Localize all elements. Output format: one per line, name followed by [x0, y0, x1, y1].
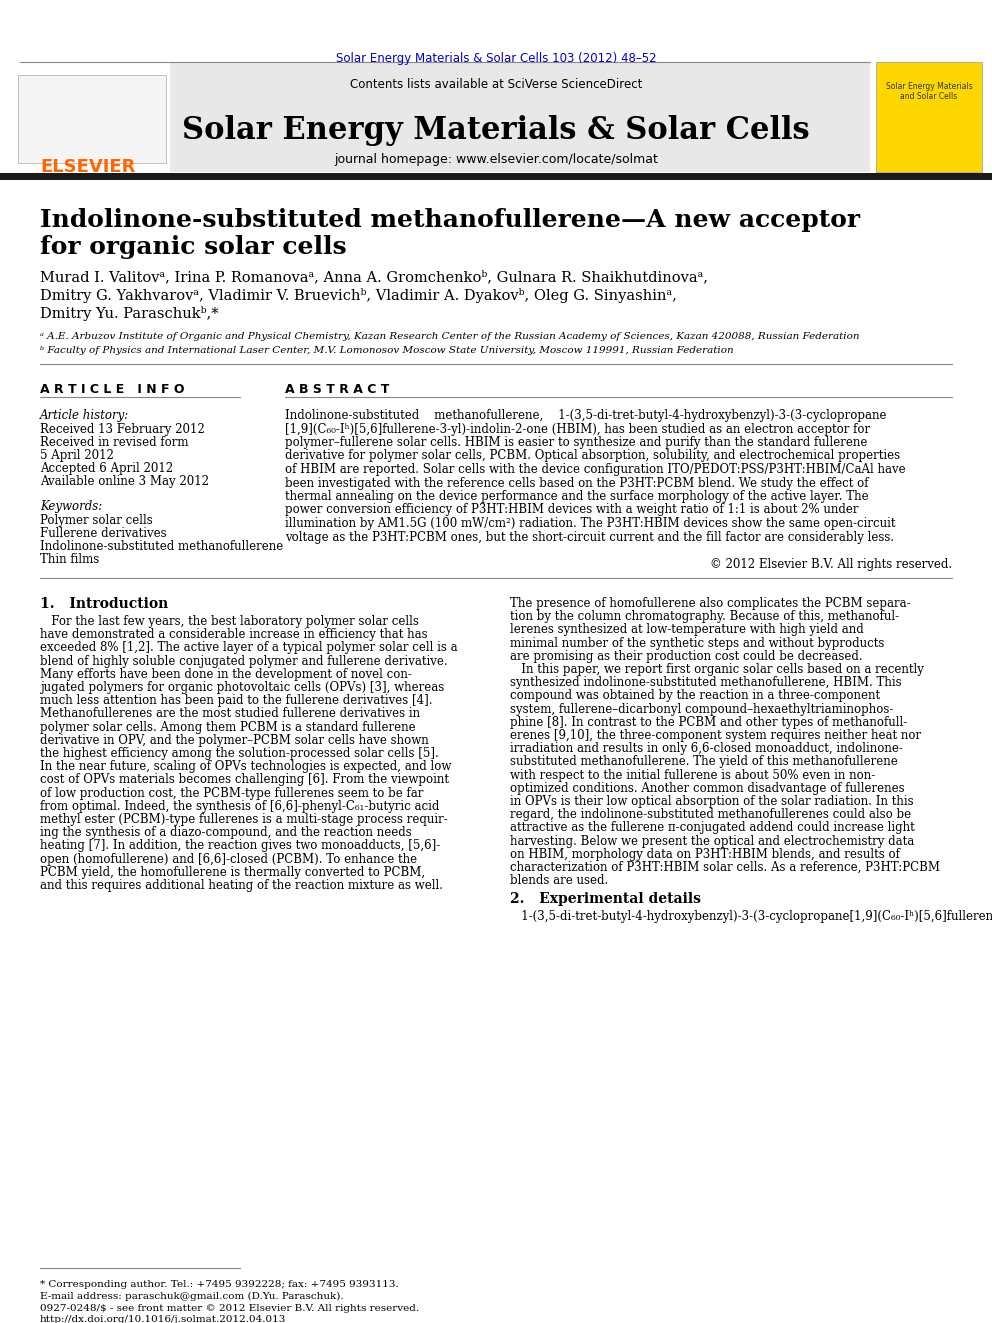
Text: A B S T R A C T: A B S T R A C T [285, 382, 390, 396]
Text: synthesized indolinone-substituted methanofullerene, HBIM. This: synthesized indolinone-substituted metha… [510, 676, 902, 689]
Text: voltage as the P3HT:PCBM ones, but the short-circuit current and the fill factor: voltage as the P3HT:PCBM ones, but the s… [285, 531, 894, 544]
Text: system, fullerene–dicarbonyl compound–hexaethyltriaminophos-: system, fullerene–dicarbonyl compound–he… [510, 703, 894, 716]
Text: Thin films: Thin films [40, 553, 99, 566]
Text: 1.   Introduction: 1. Introduction [40, 597, 169, 611]
Text: the highest efficiency among the solution-processed solar cells [5].: the highest efficiency among the solutio… [40, 747, 438, 759]
Text: derivative in OPV, and the polymer–PCBM solar cells have shown: derivative in OPV, and the polymer–PCBM … [40, 734, 429, 746]
Text: © 2012 Elsevier B.V. All rights reserved.: © 2012 Elsevier B.V. All rights reserved… [710, 558, 952, 572]
Text: harvesting. Below we present the optical and electrochemistry data: harvesting. Below we present the optical… [510, 835, 915, 848]
Text: Dmitry Yu. Paraschukᵇ,*: Dmitry Yu. Paraschukᵇ,* [40, 306, 218, 321]
Text: are promising as their production cost could be decreased.: are promising as their production cost c… [510, 650, 863, 663]
Text: ᵇ Faculty of Physics and International Laser Center, M.V. Lomonosov Moscow State: ᵇ Faculty of Physics and International L… [40, 347, 734, 355]
Text: Solar Energy Materials & Solar Cells: Solar Energy Materials & Solar Cells [183, 115, 809, 146]
Text: ᵃ A.E. Arbuzov Institute of Organic and Physical Chemistry, Kazan Research Cente: ᵃ A.E. Arbuzov Institute of Organic and … [40, 332, 859, 341]
Text: Accepted 6 April 2012: Accepted 6 April 2012 [40, 462, 174, 475]
Text: irradiation and results in only 6,6-closed monoadduct, indolinone-: irradiation and results in only 6,6-clos… [510, 742, 903, 755]
Text: Indolinone-substituted    methanofullerene,    1-(3,5-di-tret-butyl-4-hydroxyben: Indolinone-substituted methanofullerene,… [285, 409, 887, 422]
Text: E-mail address: paraschuk@gmail.com (D.Yu. Paraschuk).: E-mail address: paraschuk@gmail.com (D.Y… [40, 1293, 343, 1301]
Text: derivative for polymer solar cells, PCBM. Optical absorption, solubility, and el: derivative for polymer solar cells, PCBM… [285, 450, 900, 463]
Text: * Corresponding author. Tel.: +7495 9392228; fax: +7495 9393113.: * Corresponding author. Tel.: +7495 9392… [40, 1279, 399, 1289]
Text: with respect to the initial fullerene is about 50% even in non-: with respect to the initial fullerene is… [510, 769, 875, 782]
Text: compound was obtained by the reaction in a three-component: compound was obtained by the reaction in… [510, 689, 880, 703]
Text: Fullerene derivatives: Fullerene derivatives [40, 527, 167, 540]
Text: from optimal. Indeed, the synthesis of [6,6]-phenyl-C₆₁-butyric acid: from optimal. Indeed, the synthesis of [… [40, 800, 439, 812]
Text: much less attention has been paid to the fullerene derivatives [4].: much less attention has been paid to the… [40, 695, 433, 708]
Text: thermal annealing on the device performance and the surface morphology of the ac: thermal annealing on the device performa… [285, 490, 869, 503]
Text: For the last few years, the best laboratory polymer solar cells: For the last few years, the best laborat… [40, 615, 419, 628]
Text: ELSEVIER: ELSEVIER [41, 157, 136, 176]
Text: Indolinone-substituted methanofullerene: Indolinone-substituted methanofullerene [40, 540, 284, 553]
Text: phine [8]. In contrast to the PCBM and other types of methanofull-: phine [8]. In contrast to the PCBM and o… [510, 716, 908, 729]
Text: In this paper, we report first organic solar cells based on a recently: In this paper, we report first organic s… [510, 663, 924, 676]
Text: heating [7]. In addition, the reaction gives two monoadducts, [5,6]-: heating [7]. In addition, the reaction g… [40, 839, 440, 852]
Text: erenes [9,10], the three-component system requires neither heat nor: erenes [9,10], the three-component syste… [510, 729, 922, 742]
Text: illumination by AM1.5G (100 mW/cm²) radiation. The P3HT:HBIM devices show the sa: illumination by AM1.5G (100 mW/cm²) radi… [285, 517, 896, 531]
Text: ing the synthesis of a diazo-compound, and the reaction needs: ing the synthesis of a diazo-compound, a… [40, 826, 412, 839]
Text: Polymer solar cells: Polymer solar cells [40, 515, 153, 527]
Text: exceeded 8% [1,2]. The active layer of a typical polymer solar cell is a: exceeded 8% [1,2]. The active layer of a… [40, 642, 457, 655]
Text: open (homofullerene) and [6,6]-closed (PCBM). To enhance the: open (homofullerene) and [6,6]-closed (P… [40, 852, 417, 865]
Text: of HBIM are reported. Solar cells with the device configuration ITO/PEDOT:PSS/P3: of HBIM are reported. Solar cells with t… [285, 463, 906, 476]
Text: substituted methanofullerene. The yield of this methanofullerene: substituted methanofullerene. The yield … [510, 755, 898, 769]
Bar [876, 62, 982, 172]
Text: Many efforts have been done in the development of novel con-: Many efforts have been done in the devel… [40, 668, 412, 681]
Text: Solar Energy Materials
and Solar Cells: Solar Energy Materials and Solar Cells [886, 82, 972, 102]
Bar [0, 173, 992, 180]
Text: blends are used.: blends are used. [510, 875, 608, 888]
Text: Contents lists available at SciVerse ScienceDirect: Contents lists available at SciVerse Sci… [350, 78, 642, 91]
Text: Keywords:: Keywords: [40, 500, 102, 513]
Text: polymer solar cells. Among them PCBM is a standard fullerene: polymer solar cells. Among them PCBM is … [40, 721, 416, 733]
Text: 5 April 2012: 5 April 2012 [40, 448, 114, 462]
Text: power conversion efficiency of P3HT:HBIM devices with a weight ratio of 1:1 is a: power conversion efficiency of P3HT:HBIM… [285, 504, 858, 516]
Text: Dmitry G. Yakhvarovᵃ, Vladimir V. Bruevichᵇ, Vladimir A. Dyakovᵇ, Oleg G. Sinyas: Dmitry G. Yakhvarovᵃ, Vladimir V. Bruevi… [40, 288, 677, 303]
Text: 1-(3,5-di-tret-butyl-4-hydroxybenzyl)-3-(3-cyclopropane[1,9](C₆₀-Iʰ)[5,6]fullere: 1-(3,5-di-tret-butyl-4-hydroxybenzyl)-3-… [510, 910, 992, 923]
Text: PCBM yield, the homofullerene is thermally converted to PCBM,: PCBM yield, the homofullerene is thermal… [40, 865, 426, 878]
Text: In the near future, scaling of OPVs technologies is expected, and low: In the near future, scaling of OPVs tech… [40, 761, 451, 773]
Text: Indolinone-substituted methanofullerene—A new acceptor: Indolinone-substituted methanofullerene—… [40, 208, 860, 232]
Text: attractive as the fullerene π-conjugated addend could increase light: attractive as the fullerene π-conjugated… [510, 822, 915, 835]
Text: Received in revised form: Received in revised form [40, 437, 188, 448]
Text: lerenes synthesized at low-temperature with high yield and: lerenes synthesized at low-temperature w… [510, 623, 864, 636]
Text: tion by the column chromatography. Because of this, methanoful-: tion by the column chromatography. Becau… [510, 610, 899, 623]
Text: methyl ester (PCBM)-type fullerenes is a multi-stage process requir-: methyl ester (PCBM)-type fullerenes is a… [40, 814, 447, 826]
Text: blend of highly soluble conjugated polymer and fullerene derivative.: blend of highly soluble conjugated polym… [40, 655, 447, 668]
Text: Available online 3 May 2012: Available online 3 May 2012 [40, 475, 209, 488]
Bar [18, 75, 166, 163]
Bar [170, 62, 870, 172]
Text: in OPVs is their low optical absorption of the solar radiation. In this: in OPVs is their low optical absorption … [510, 795, 914, 808]
Text: of low production cost, the PCBM-type fullerenes seem to be far: of low production cost, the PCBM-type fu… [40, 787, 424, 799]
Text: The presence of homofullerene also complicates the PCBM separa-: The presence of homofullerene also compl… [510, 597, 911, 610]
Text: minimal number of the synthetic steps and without byproducts: minimal number of the synthetic steps an… [510, 636, 885, 650]
Text: for organic solar cells: for organic solar cells [40, 235, 346, 259]
Text: been investigated with the reference cells based on the P3HT:PCBM blend. We stud: been investigated with the reference cel… [285, 476, 869, 490]
Text: Murad I. Valitovᵃ, Irina P. Romanovaᵃ, Anna A. Gromchenkoᵇ, Gulnara R. Shaikhutd: Murad I. Valitovᵃ, Irina P. Romanovaᵃ, A… [40, 270, 708, 284]
Text: Solar Energy Materials & Solar Cells 103 (2012) 48–52: Solar Energy Materials & Solar Cells 103… [335, 52, 657, 65]
Text: A R T I C L E   I N F O: A R T I C L E I N F O [40, 382, 185, 396]
Text: on HBIM, morphology data on P3HT:HBIM blends, and results of: on HBIM, morphology data on P3HT:HBIM bl… [510, 848, 900, 861]
Text: have demonstrated a considerable increase in efficiency that has: have demonstrated a considerable increas… [40, 628, 428, 642]
Text: Methanofullerenes are the most studied fullerene derivatives in: Methanofullerenes are the most studied f… [40, 708, 421, 721]
Text: Article history:: Article history: [40, 409, 129, 422]
Text: journal homepage: www.elsevier.com/locate/solmat: journal homepage: www.elsevier.com/locat… [334, 153, 658, 165]
Text: 0927-0248/$ - see front matter © 2012 Elsevier B.V. All rights reserved.: 0927-0248/$ - see front matter © 2012 El… [40, 1304, 420, 1312]
Text: http://dx.doi.org/10.1016/j.solmat.2012.04.013: http://dx.doi.org/10.1016/j.solmat.2012.… [40, 1315, 287, 1323]
Text: cost of OPVs materials becomes challenging [6]. From the viewpoint: cost of OPVs materials becomes challengi… [40, 774, 449, 786]
Text: and this requires additional heating of the reaction mixture as well.: and this requires additional heating of … [40, 878, 443, 892]
Text: regard, the indolinone-substituted methanofullerenes could also be: regard, the indolinone-substituted metha… [510, 808, 911, 822]
Text: polymer–fullerene solar cells. HBIM is easier to synthesize and purify than the : polymer–fullerene solar cells. HBIM is e… [285, 437, 867, 448]
Text: Received 13 February 2012: Received 13 February 2012 [40, 423, 204, 437]
Text: characterization of P3HT:HBIM solar cells. As a reference, P3HT:PCBM: characterization of P3HT:HBIM solar cell… [510, 861, 940, 875]
Text: [1,9](C₆₀-Iʰ)[5,6]fullerene-3-yl)-indolin-2-one (HBIM), has been studied as an e: [1,9](C₆₀-Iʰ)[5,6]fullerene-3-yl)-indoli… [285, 422, 870, 435]
Text: 2.   Experimental details: 2. Experimental details [510, 892, 701, 906]
Text: optimized conditions. Another common disadvantage of fullerenes: optimized conditions. Another common dis… [510, 782, 905, 795]
Text: jugated polymers for organic photovoltaic cells (OPVs) [3], whereas: jugated polymers for organic photovoltai… [40, 681, 444, 695]
